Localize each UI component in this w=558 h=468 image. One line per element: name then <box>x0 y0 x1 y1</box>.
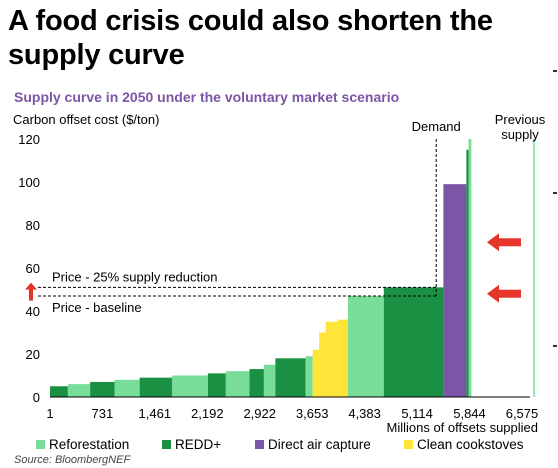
x-tick-label: 2,922 <box>243 406 276 421</box>
supply-bar <box>312 349 320 397</box>
x-axis-label: Millions of offsets supplied <box>386 420 538 435</box>
x-tick-label: 5,844 <box>453 406 486 421</box>
supply-bar <box>249 369 264 397</box>
left-arrow-icon <box>487 233 521 252</box>
page-title: A food crisis could also shorten the sup… <box>8 5 493 71</box>
legend-swatch <box>162 440 171 449</box>
chart-subtitle: Supply curve in 2050 under the voluntary… <box>14 89 400 105</box>
y-tick-label: 80 <box>26 218 40 233</box>
legend-item-redd: REDD+ <box>162 437 221 452</box>
y-tick-label: 0 <box>33 390 40 405</box>
supply-bar <box>171 375 208 397</box>
legend-label: Reforestation <box>49 437 130 452</box>
left-arrow-icon <box>487 284 521 303</box>
slide-bullet-mark <box>553 345 557 347</box>
legend-item-direct-air-capture: Direct air capture <box>255 437 371 452</box>
supply-bar <box>337 319 348 397</box>
legend-swatch <box>255 440 264 449</box>
supply-bar <box>347 295 384 397</box>
supply-bar <box>90 381 115 397</box>
slide-bullet-mark <box>553 70 557 72</box>
supply-bar <box>139 377 172 397</box>
legend-label: REDD+ <box>175 437 222 452</box>
supply-bar <box>468 139 472 397</box>
supply-bar <box>275 358 306 397</box>
previous-supply-label: Previous supply <box>495 112 546 142</box>
supply-bar <box>114 379 140 397</box>
legend-swatch <box>404 440 413 449</box>
x-tick-label: 731 <box>92 406 114 421</box>
x-tick-label: 1,461 <box>139 406 172 421</box>
price-line-label: Price - 25% supply reduction <box>52 269 217 284</box>
legend-item-clean-cookstoves: Clean cookstoves <box>404 437 524 452</box>
supply-bar <box>305 356 313 397</box>
x-tick-label: 1 <box>46 406 53 421</box>
y-tick-label: 60 <box>26 261 40 276</box>
chart-legend: Reforestation REDD+ Direct air capture C… <box>0 437 558 455</box>
supply-bar <box>325 321 338 397</box>
y-tick-label: 120 <box>18 132 40 147</box>
y-tick-label: 40 <box>26 304 40 319</box>
supply-bar <box>466 149 469 397</box>
x-tick-label: 6,575 <box>506 406 539 421</box>
supply-bar <box>443 184 467 397</box>
x-tick-label: 3,653 <box>296 406 329 421</box>
supply-bar <box>263 364 276 397</box>
supply-bar <box>207 373 226 397</box>
supply-bar <box>67 384 91 397</box>
x-tick-label: 2,192 <box>191 406 224 421</box>
source-note: Source: BloombergNEF <box>14 454 131 466</box>
y-axis-label: Carbon offset cost ($/ton) <box>13 112 160 127</box>
legend-label: Clean cookstoves <box>417 437 524 452</box>
supply-bar <box>319 332 326 397</box>
slide-bullet-mark <box>553 192 557 194</box>
supply-bar <box>383 287 444 397</box>
up-arrow-icon <box>25 282 37 301</box>
y-tick-label: 20 <box>26 347 40 362</box>
demand-label: Demand <box>412 119 461 134</box>
x-tick-label: 4,383 <box>348 406 381 421</box>
legend-label: Direct air capture <box>268 437 371 452</box>
price-line-label: Price - baseline <box>52 300 142 315</box>
supply-bar <box>225 371 250 397</box>
x-tick-label: 5,114 <box>401 406 433 421</box>
legend-item-reforestation: Reforestation <box>36 437 129 452</box>
legend-swatch <box>36 440 45 449</box>
y-tick-label: 100 <box>18 175 40 190</box>
supply-bar <box>50 386 68 397</box>
